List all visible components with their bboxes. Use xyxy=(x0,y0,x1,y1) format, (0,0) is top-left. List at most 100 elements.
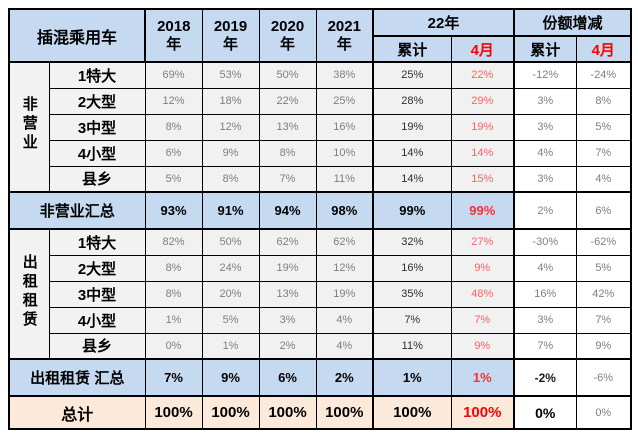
value-cell: 25% xyxy=(315,87,374,115)
row-label: 3中型 xyxy=(48,113,146,141)
value-cell: 14% xyxy=(372,139,452,167)
value-cell: 7% xyxy=(450,306,515,334)
table-row: 县乡 0% 1% 2% 4% 11% 9% 7% 9% xyxy=(9,332,632,360)
value-cell: 12% xyxy=(144,87,203,115)
value-cell: 4% xyxy=(513,139,577,167)
value-cell: 8% xyxy=(144,113,203,141)
table-body: 非营业 1特大 69% 53% 50% 38% 25% 22% -12% -24% 2大型 12% 18… xyxy=(8,61,632,430)
value-cell: 9% xyxy=(575,332,632,360)
value-cell: 13% xyxy=(258,113,317,141)
table-row: 2大型 8% 24% 19% 12% 16% 9% 4% 5% xyxy=(9,254,632,282)
value-cell: 100% xyxy=(144,395,203,430)
value-cell: 11% xyxy=(315,165,374,193)
value-cell: -12% xyxy=(513,61,577,89)
year-number: 2018 xyxy=(157,18,191,36)
group-label-text: 非营业 xyxy=(20,96,38,153)
row-label: 4小型 xyxy=(48,306,146,334)
col-group-share-change: 份额增减 xyxy=(513,8,632,37)
value-cell: -24% xyxy=(575,61,632,89)
value-cell: 91% xyxy=(201,191,260,230)
value-cell: 32% xyxy=(372,228,452,256)
value-cell: 19% xyxy=(258,254,317,282)
value-cell: 5% xyxy=(144,165,203,193)
value-cell: 9% xyxy=(450,254,515,282)
value-cell: 7% xyxy=(144,358,203,397)
value-cell: 24% xyxy=(201,254,260,282)
year-suffix: 年 xyxy=(336,35,352,53)
value-cell: 6% xyxy=(144,139,203,167)
group-label-text: 出租租赁 xyxy=(20,253,38,330)
row-label: 非营业汇总 xyxy=(8,191,146,230)
total-row: 总计 100% 100% 100% 100% 100% 100% 0% 0% xyxy=(8,395,632,430)
value-cell: 9% xyxy=(450,332,515,360)
year-suffix: 年 xyxy=(166,35,182,53)
year-suffix: 年 xyxy=(280,35,296,53)
row-label: 县乡 xyxy=(48,332,146,360)
col-header-2018: 2018 年 xyxy=(144,8,203,63)
value-cell: 69% xyxy=(144,61,203,89)
value-cell: 62% xyxy=(315,228,374,256)
table-row: 4小型 1% 5% 3% 4% 7% 7% 3% 7% xyxy=(9,306,632,334)
table-row: 3中型 8% 20% 13% 19% 35% 48% 16% 42% xyxy=(9,280,632,308)
value-cell: 8% xyxy=(258,139,317,167)
col-header-2021: 2021 年 xyxy=(315,8,374,63)
value-cell: 3% xyxy=(258,306,317,334)
value-cell: 27% xyxy=(450,228,515,256)
value-cell: 93% xyxy=(144,191,203,230)
value-cell: 5% xyxy=(575,113,632,141)
value-cell: 20% xyxy=(201,280,260,308)
value-cell: 62% xyxy=(258,228,317,256)
year-number: 2020 xyxy=(270,18,305,36)
value-cell: 4% xyxy=(575,165,632,193)
value-cell: 8% xyxy=(144,280,203,308)
value-cell: 8% xyxy=(144,254,203,282)
value-cell: 16% xyxy=(513,280,577,308)
value-cell: 13% xyxy=(258,280,317,308)
value-cell: 53% xyxy=(201,61,260,89)
col-header-22-cumulative: 累计 xyxy=(372,35,452,63)
row-label: 1特大 xyxy=(48,228,146,256)
row-label: 2大型 xyxy=(48,87,146,115)
group-label: 出租租赁 xyxy=(8,228,50,360)
value-cell: 4% xyxy=(315,332,374,360)
value-cell: 7% xyxy=(575,306,632,334)
year-suffix: 年 xyxy=(223,35,239,53)
table-row: 县乡 5% 8% 7% 11% 14% 15% 3% 4% xyxy=(9,165,632,193)
value-cell: 50% xyxy=(258,61,317,89)
value-cell: 3% xyxy=(513,165,577,193)
year-number: 2021 xyxy=(327,18,361,36)
value-cell: 22% xyxy=(258,87,317,115)
value-cell: 3% xyxy=(513,306,577,334)
table-header: 插混乘用车 2018 年 2019 年 2020 年 2021 年 22年 份额增减 累… xyxy=(8,8,632,63)
value-cell: 9% xyxy=(201,358,260,397)
row-label: 3中型 xyxy=(48,280,146,308)
value-cell: 2% xyxy=(315,358,374,397)
value-cell: 50% xyxy=(201,228,260,256)
value-cell: 1% xyxy=(201,332,260,360)
value-cell: -6% xyxy=(575,358,632,397)
value-cell: 19% xyxy=(372,113,452,141)
table-title: 插混乘用车 xyxy=(8,8,146,63)
row-label: 4小型 xyxy=(48,139,146,167)
value-cell: 98% xyxy=(315,191,374,230)
table-row: 3中型 8% 12% 13% 16% 19% 19% 3% 5% xyxy=(9,113,632,141)
value-cell: 94% xyxy=(258,191,317,230)
table-row: 非营业 1特大 69% 53% 50% 38% 25% 22% -12% -24% xyxy=(8,61,632,193)
value-cell: 82% xyxy=(144,228,203,256)
value-cell: 35% xyxy=(372,280,452,308)
value-cell: 7% xyxy=(575,139,632,167)
value-cell: 12% xyxy=(201,113,260,141)
row-label: 县乡 xyxy=(48,165,146,193)
col-header-change-april: 4月 xyxy=(575,35,632,63)
value-cell: 3% xyxy=(513,113,577,141)
value-cell: 8% xyxy=(575,87,632,115)
value-cell: 0% xyxy=(513,395,577,430)
group-label: 非营业 xyxy=(8,61,50,193)
year-number: 2019 xyxy=(213,18,248,36)
value-cell: 1% xyxy=(372,358,452,397)
value-cell: 6% xyxy=(258,358,317,397)
summary-row: 出租租赁 汇总 7% 9% 6% 2% 1% 1% -2% -6% xyxy=(8,358,632,397)
value-cell: 9% xyxy=(201,139,260,167)
col-header-2019: 2019 年 xyxy=(201,8,260,63)
value-cell: 99% xyxy=(450,191,515,230)
